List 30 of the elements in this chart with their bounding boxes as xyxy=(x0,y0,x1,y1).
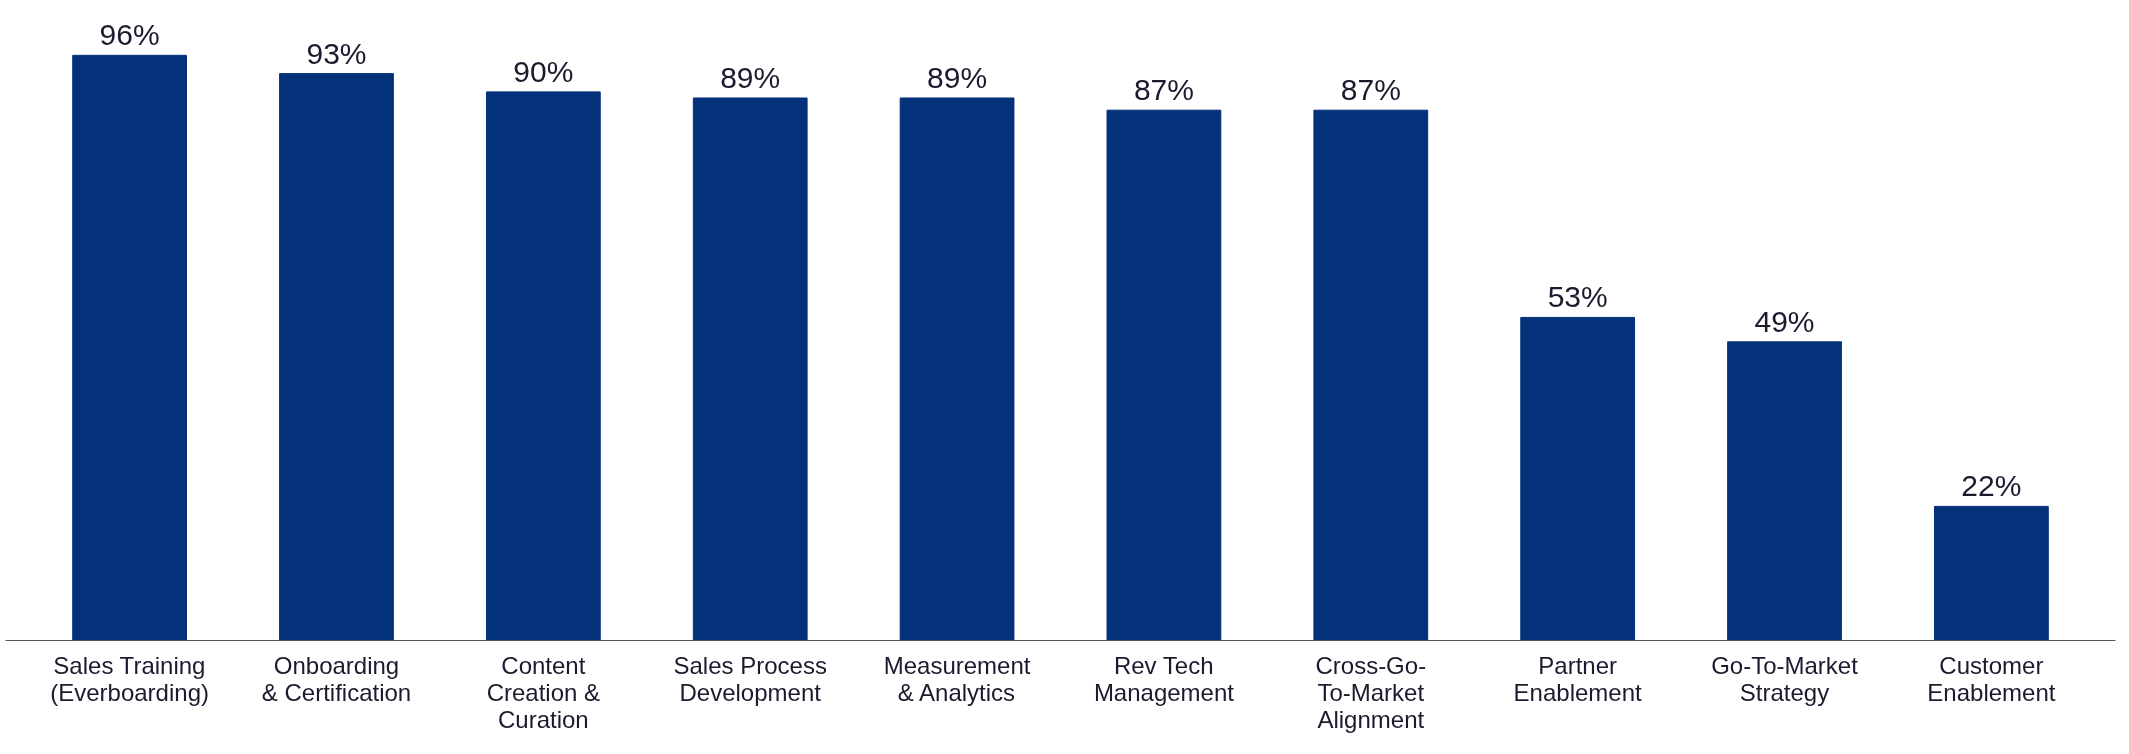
x-tick-label: Sales Training (Everboarding) xyxy=(50,651,209,706)
bar xyxy=(899,97,1015,641)
data-label: 22% xyxy=(1961,469,2022,503)
x-tick-label: Go-To-Market Strategy xyxy=(1711,651,1859,706)
data-label: 93% xyxy=(306,36,367,70)
bar xyxy=(1934,505,2049,641)
bar xyxy=(1313,109,1429,641)
bar xyxy=(1520,316,1636,641)
data-label: 53% xyxy=(1547,280,1608,314)
data-label: 87% xyxy=(1340,73,1401,107)
data-label: 89% xyxy=(720,60,781,94)
data-label: 49% xyxy=(1754,304,1815,338)
data-label: 87% xyxy=(1133,73,1194,107)
x-tick-label: Cross-Go- To-Market Alignment xyxy=(1315,651,1427,733)
x-tick-label: Onboarding & Certification xyxy=(261,651,412,706)
bar xyxy=(1106,109,1222,641)
x-tick-label: Customer Enablement xyxy=(1927,651,2056,706)
bar xyxy=(279,73,394,641)
x-tick-label: Sales Process Development xyxy=(673,651,827,706)
data-label: 90% xyxy=(513,54,574,88)
x-tick-label: Content Creation & Curation xyxy=(486,651,601,733)
bar xyxy=(72,54,187,641)
data-label: 96% xyxy=(99,18,160,52)
x-tick-label: Rev Tech Management xyxy=(1093,651,1235,706)
bar xyxy=(1727,341,1842,641)
x-tick-label: Measurement & Analytics xyxy=(883,651,1031,706)
data-label: 89% xyxy=(927,60,988,94)
x-tick-label: Partner Enablement xyxy=(1513,651,1643,706)
bar xyxy=(485,91,601,641)
bar xyxy=(692,97,808,641)
